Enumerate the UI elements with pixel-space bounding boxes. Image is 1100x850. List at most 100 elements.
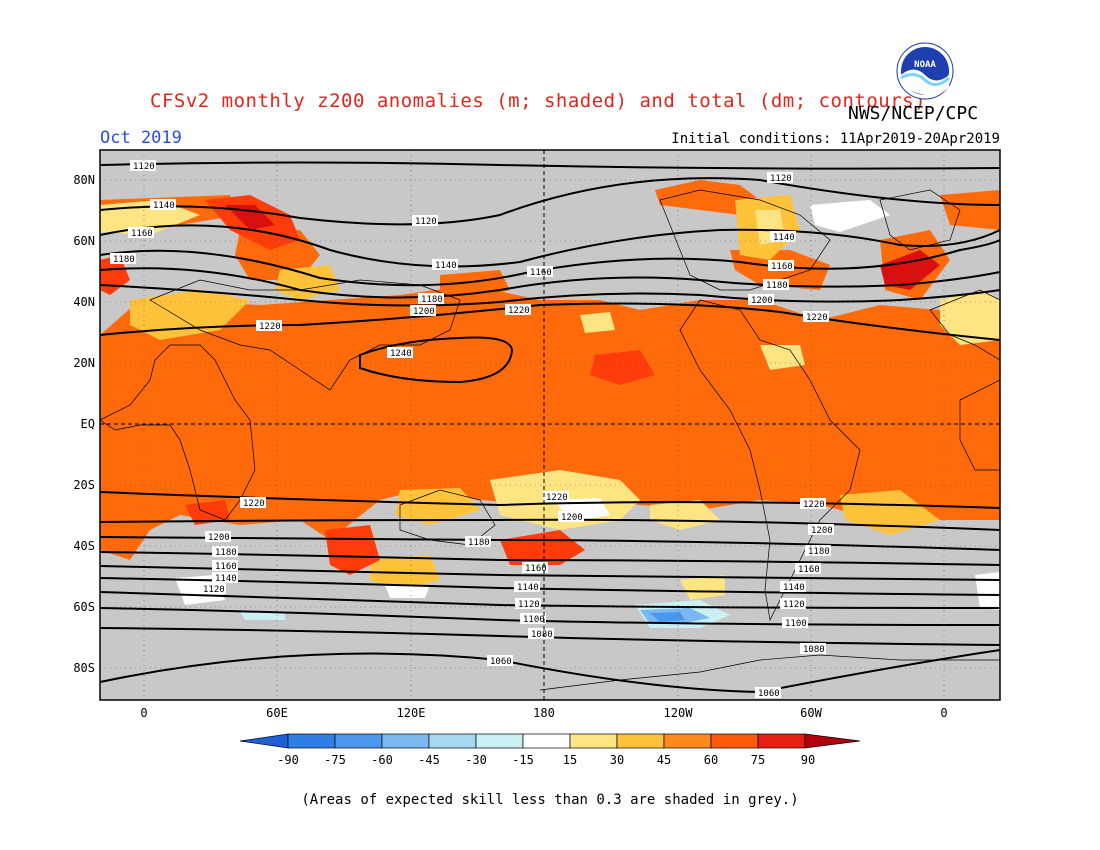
contour-label-1060: 1060 [487, 655, 513, 667]
lat-label: 80S [73, 661, 95, 675]
svg-text:1160: 1160 [131, 229, 153, 239]
contour-label-1160: 1160 [522, 562, 548, 574]
lon-label: 0 [140, 706, 147, 720]
colorbar-tick: 60 [704, 753, 718, 767]
svg-text:1220: 1220 [243, 499, 265, 509]
contour-label-1120: 1120 [780, 598, 806, 610]
lat-label: 80N [73, 173, 95, 187]
svg-text:1200: 1200 [413, 307, 435, 317]
contour-label-1140: 1140 [780, 581, 806, 593]
contour-label-1100: 1100 [782, 617, 808, 629]
colorbar-swatch [569, 733, 618, 749]
lon-label: 60W [800, 706, 822, 720]
contour-label-1160: 1160 [128, 227, 154, 239]
svg-text:1140: 1140 [517, 583, 539, 593]
svg-text:1120: 1120 [133, 162, 155, 172]
contour-label-1180: 1180 [418, 293, 444, 305]
colorbar-swatch [287, 733, 336, 749]
svg-text:1180: 1180 [113, 255, 135, 265]
lat-label: 60S [73, 600, 95, 614]
svg-text:1080: 1080 [803, 645, 825, 655]
contour-label-1160: 1160 [212, 560, 238, 572]
svg-text:NOAA: NOAA [914, 60, 936, 70]
anomaly-region [975, 572, 1000, 610]
contour-label-1120: 1120 [767, 172, 793, 184]
colorbar-tick: -30 [465, 753, 487, 767]
anomaly-region [225, 205, 275, 230]
svg-text:1240: 1240 [390, 349, 412, 359]
svg-text:1120: 1120 [770, 174, 792, 184]
map-frame [99, 149, 1001, 701]
svg-text:1220: 1220 [508, 306, 530, 316]
noaa-logo: NOAA [896, 42, 954, 100]
svg-text:1140: 1140 [153, 201, 175, 211]
contour-label-1120: 1120 [200, 583, 226, 595]
lon-label: 180 [533, 706, 555, 720]
svg-text:1160: 1160 [525, 564, 547, 574]
colorbar-swatch [522, 733, 571, 749]
svg-text:1180: 1180 [215, 548, 237, 558]
contour-labels: 1120 1140 1160 1180 1220 1240 1120 1140 … [110, 160, 834, 699]
contour-label-1180: 1180 [805, 545, 831, 557]
forecast-month: Oct 2019 [100, 128, 182, 148]
lat-label: 20S [73, 478, 95, 492]
contour-label-1120: 1120 [130, 160, 156, 172]
svg-text:1200: 1200 [811, 526, 833, 536]
contour-label-1180: 1180 [763, 279, 789, 291]
contour-label-1200: 1200 [558, 511, 584, 523]
colorbar-swatch [616, 733, 665, 749]
svg-text:1160: 1160 [530, 268, 552, 278]
anomaly-region [580, 312, 615, 333]
contour-label-1140: 1140 [514, 581, 540, 593]
svg-text:1180: 1180 [468, 538, 490, 548]
contour-label-1080: 1080 [800, 643, 826, 655]
svg-text:1180: 1180 [766, 281, 788, 291]
svg-text:1120: 1120 [783, 600, 805, 610]
anomaly-region [385, 585, 430, 598]
contour-label-1200: 1200 [205, 531, 231, 543]
svg-text:1160: 1160 [798, 565, 820, 575]
contour-lines [99, 161, 1001, 694]
contour-label-1200: 1200 [748, 294, 774, 306]
svg-text:1220: 1220 [806, 313, 828, 323]
contour-label-1180: 1180 [110, 253, 136, 265]
contour-label-1060: 1060 [755, 687, 781, 699]
contour-label-1200: 1200 [808, 524, 834, 536]
colorbar-tick: -75 [324, 753, 346, 767]
svg-text:1220: 1220 [803, 500, 825, 510]
colorbar-tick: 90 [801, 753, 815, 767]
contour-label-1140: 1140 [432, 259, 458, 271]
svg-text:1140: 1140 [435, 261, 457, 271]
colorbar-swatch [475, 733, 524, 749]
svg-text:1200: 1200 [561, 513, 583, 523]
latitude-axis: 80N 60N 40N 20N EQ 20S 40S 60S 80S [73, 173, 95, 675]
svg-text:1160: 1160 [771, 262, 793, 272]
svg-text:1100: 1100 [523, 615, 545, 625]
anomaly-region [810, 200, 890, 232]
colorbar-tick: -90 [277, 753, 299, 767]
colorbar-tick: -60 [371, 753, 393, 767]
svg-text:1140: 1140 [773, 233, 795, 243]
contour-label-1160: 1160 [795, 563, 821, 575]
svg-text:1180: 1180 [421, 295, 443, 305]
agency-label: NWS/NCEP/CPC [848, 103, 979, 124]
svg-text:1180: 1180 [808, 547, 830, 557]
colorbar-swatch [710, 733, 759, 749]
svg-text:1120: 1120 [203, 585, 225, 595]
contour-label-1140: 1140 [770, 231, 796, 243]
skill-footnote: (Areas of expected skill less than 0.3 a… [301, 792, 799, 808]
lat-label: 40S [73, 539, 95, 553]
svg-text:1060: 1060 [758, 689, 780, 699]
lon-label: 0 [940, 706, 947, 720]
colorbar-swatch [428, 733, 477, 749]
lat-label: 40N [73, 295, 95, 309]
svg-text:1160: 1160 [215, 562, 237, 572]
svg-text:1200: 1200 [208, 533, 230, 543]
colorbar-arrow-right [804, 733, 861, 749]
contour-label-1080: 1080 [528, 628, 554, 640]
colorbar-swatch [381, 733, 430, 749]
anomaly-region [680, 575, 725, 600]
anomaly-region [650, 500, 720, 530]
colorbar-swatch [663, 733, 712, 749]
contour-label-1220: 1220 [505, 304, 531, 316]
